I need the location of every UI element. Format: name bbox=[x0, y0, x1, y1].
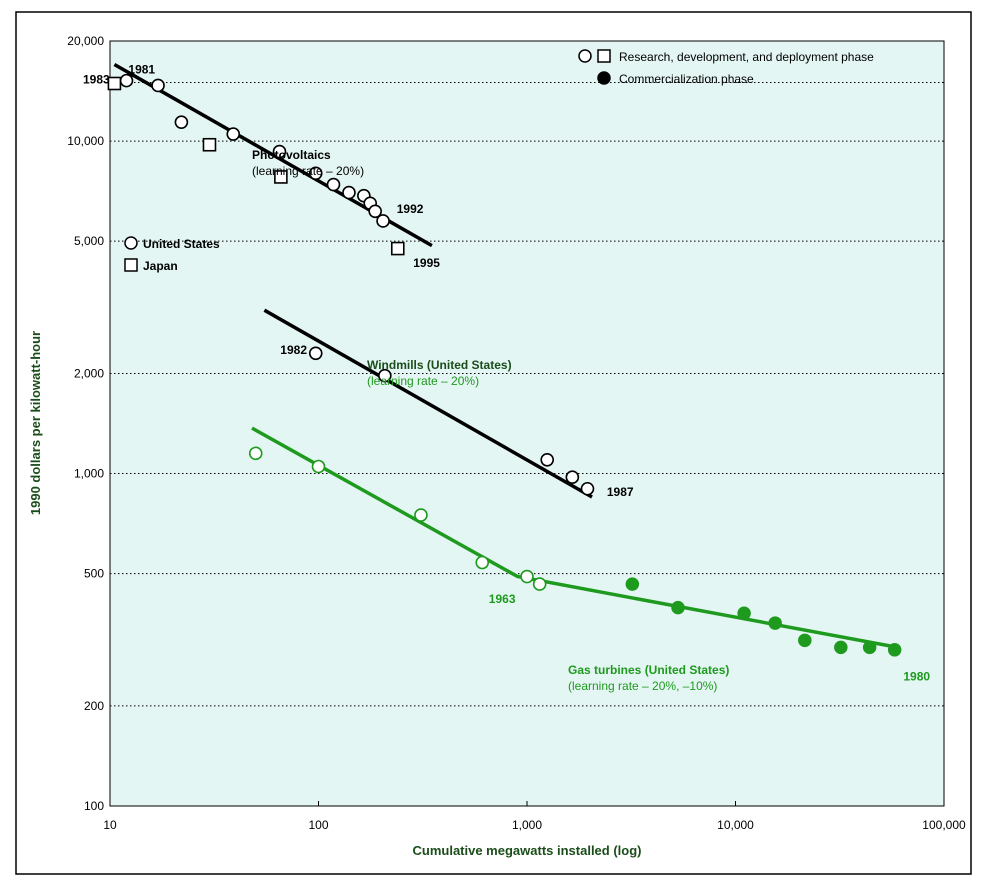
data-point-open bbox=[151, 78, 165, 93]
data-point-filled bbox=[737, 606, 751, 620]
tick-labels: 100 200 500 1,000 2,000 5,000 10,000 20,000 10 10… bbox=[67, 34, 966, 832]
data-point-filled bbox=[671, 600, 685, 615]
data-point-open bbox=[308, 346, 323, 361]
year-annotation: 1995 bbox=[413, 256, 440, 270]
legend-label-rdd: Research, development, and deployment ph… bbox=[619, 50, 874, 64]
united-states-label: United States bbox=[143, 237, 220, 251]
data-point-open bbox=[565, 470, 580, 484]
data-point-open bbox=[532, 577, 547, 591]
data-point-open bbox=[520, 569, 534, 584]
data-point-square bbox=[202, 137, 217, 152]
y-tick-label: 20,000 bbox=[67, 34, 104, 48]
data-point-square bbox=[107, 76, 122, 91]
y-tick-label: 200 bbox=[84, 699, 104, 713]
x-tick-label: 100 bbox=[308, 818, 328, 832]
data-point-square bbox=[390, 241, 405, 256]
y-tick-label: 5,000 bbox=[74, 234, 104, 248]
year-annotation: 1992 bbox=[397, 202, 424, 216]
photovoltaics-rate-label: (learning rate – 20%) bbox=[252, 164, 364, 178]
year-annotations: 1983 1981 1992 1995 1982 1987 1963 1980 bbox=[83, 63, 930, 684]
y-tick-label: 1,000 bbox=[74, 467, 104, 481]
y-axis-title: 1990 dollars per kilowatt-hour bbox=[28, 331, 43, 515]
data-point-filled bbox=[887, 643, 902, 657]
data-point-filled bbox=[625, 577, 640, 591]
x-tick-label: 10 bbox=[103, 818, 117, 832]
y-tick-label: 10,000 bbox=[67, 134, 104, 148]
japan-marker-key bbox=[124, 258, 138, 272]
y-tick-label: 2,000 bbox=[74, 366, 104, 380]
data-point-open bbox=[342, 185, 356, 200]
data-point-open bbox=[580, 481, 595, 496]
data-point-open bbox=[272, 144, 287, 159]
data-points bbox=[107, 73, 902, 657]
data-point-filled bbox=[768, 616, 782, 630]
data-point-filled bbox=[798, 633, 812, 648]
data-point-open bbox=[414, 508, 428, 522]
photovoltaics-label: Photovoltaics bbox=[252, 148, 331, 162]
data-point-open bbox=[326, 177, 341, 192]
data-point-square bbox=[274, 170, 288, 184]
year-annotation: 1980 bbox=[903, 670, 930, 684]
legend-open-circle-marker bbox=[578, 49, 592, 63]
y-tick-label: 500 bbox=[84, 567, 104, 581]
data-point-filled bbox=[862, 640, 877, 655]
x-axis-title: Cumulative megawatts installed (log) bbox=[413, 843, 642, 858]
data-point-open bbox=[540, 452, 555, 467]
data-point-open bbox=[226, 127, 241, 141]
data-point-open bbox=[376, 214, 390, 228]
data-point-open bbox=[174, 115, 189, 129]
year-annotation: 1983 bbox=[83, 73, 110, 87]
us-marker-key bbox=[124, 236, 138, 250]
data-point-open bbox=[311, 459, 326, 474]
data-point-open bbox=[378, 368, 392, 383]
x-tick-label: 1,000 bbox=[512, 818, 542, 832]
y-tick-label: 100 bbox=[84, 799, 104, 813]
year-annotation: 1982 bbox=[280, 343, 307, 357]
year-annotation: 1987 bbox=[607, 485, 634, 499]
data-point-open bbox=[368, 204, 382, 219]
windmills-rate-label: (learning rate – 20%) bbox=[367, 374, 479, 388]
legend-filled-circle-marker bbox=[597, 71, 611, 85]
data-point-open bbox=[308, 166, 323, 181]
gas-turbines-rate-label: (learning rate – 20%, –10%) bbox=[568, 679, 717, 693]
windmills-label: Windmills (United States) bbox=[367, 358, 512, 372]
fit-line bbox=[263, 308, 593, 499]
data-point-open bbox=[248, 446, 263, 461]
plot-area bbox=[109, 40, 945, 807]
legend: Research, development, and deployment ph… bbox=[578, 49, 874, 86]
japan-label: Japan bbox=[143, 259, 178, 273]
data-point-open bbox=[475, 555, 490, 570]
year-annotation: 1981 bbox=[128, 63, 155, 77]
year-annotation: 1963 bbox=[489, 592, 516, 606]
x-tick-label: 10,000 bbox=[717, 818, 754, 832]
x-tick-label: 100,000 bbox=[922, 818, 966, 832]
gas-turbines-label: Gas turbines (United States) bbox=[568, 663, 729, 677]
data-point-filled bbox=[834, 640, 848, 655]
legend-open-square-marker bbox=[597, 49, 611, 63]
legend-label-commercialization: Commercialization phase bbox=[619, 72, 754, 86]
